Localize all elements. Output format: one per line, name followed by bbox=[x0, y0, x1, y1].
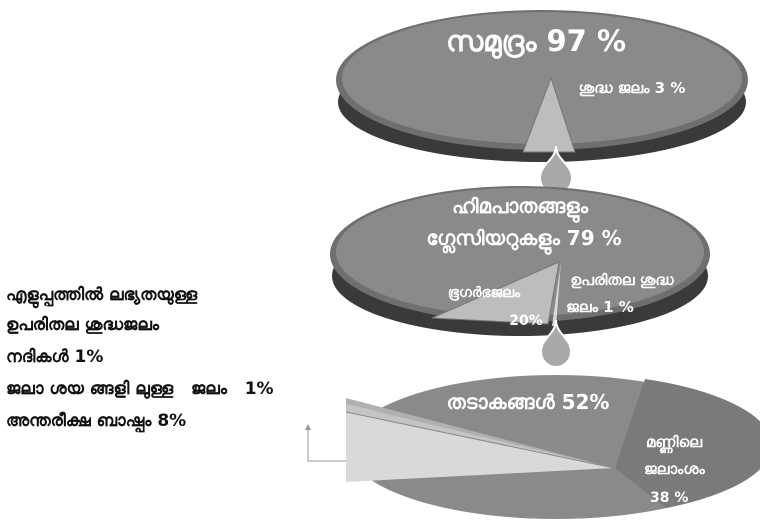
side-note-surface-fresh-water: ഉപരിതല ശുദ്ധജലം bbox=[6, 315, 160, 335]
label-ocean: സമുദ്രം 97 % bbox=[446, 24, 626, 60]
label-soil-pct: 38 % bbox=[650, 490, 688, 506]
label-surface-line1: ഉപരിതല ശുദ്ധ bbox=[570, 271, 674, 289]
drop-connector-2 bbox=[539, 319, 573, 368]
callout-line bbox=[307, 428, 346, 462]
callout-connector bbox=[305, 424, 346, 462]
pie-fresh-water-slice-surface bbox=[552, 262, 561, 326]
arrow-up-icon bbox=[305, 424, 311, 430]
label-surface-line2: ജലം 1 % bbox=[566, 298, 634, 316]
pie-surface-water-divider bbox=[345, 411, 615, 469]
side-note-rivers: നദികൾ 1% bbox=[6, 347, 104, 367]
side-note-easily-available: എളുപ്പത്തിൽ ലഭ്യതയുള്ള bbox=[6, 285, 198, 305]
pie-ocean-slice-fresh-water bbox=[522, 76, 576, 153]
pie-fresh-water-slice-glaciers bbox=[336, 188, 704, 316]
pie-ocean-slice-ocean bbox=[342, 12, 742, 144]
label-soil-line1: മണ്ണിലെ bbox=[646, 433, 703, 454]
pie-surface-water-slice-soil-moisture bbox=[615, 379, 760, 508]
label-groundwater-name: ഭൂഗർഭജലം bbox=[448, 285, 521, 302]
pie-fresh-water: ഹിമപാതങ്ങളും ഗ്ലേസിയറുകളും 79 % ഭൂഗർഭജലം… bbox=[330, 186, 710, 336]
water-drop-icon bbox=[539, 319, 573, 368]
pie-surface-water-slice-water-bodies bbox=[346, 398, 614, 468]
pie-ocean: സമുദ്രം 97 % ശുദ്ധ ജലം 3 % bbox=[336, 10, 748, 162]
label-lakes: തടാകങ്ങൾ 52% bbox=[447, 390, 610, 414]
label-fresh-water: ശുദ്ധ ജലം 3 % bbox=[579, 79, 686, 97]
pie-fresh-water-slice-groundwater bbox=[431, 261, 560, 325]
pie-surface-water-slice-atmosphere bbox=[346, 412, 614, 482]
label-groundwater-pct: 20% bbox=[509, 313, 543, 329]
side-note-atmosphere: അന്തരീക്ഷ ബാഷ്പം 8% bbox=[6, 411, 187, 431]
label-soil-line2: ജലാംശം bbox=[644, 460, 705, 478]
side-note-water-bodies: ജലാ ശയ ങ്ങളി ലുള്ള ജലം 1% bbox=[6, 379, 274, 399]
pie-surface-water: തടാകങ്ങൾ 52% മണ്ണിലെ ജലാംശം 38 % bbox=[345, 375, 760, 519]
